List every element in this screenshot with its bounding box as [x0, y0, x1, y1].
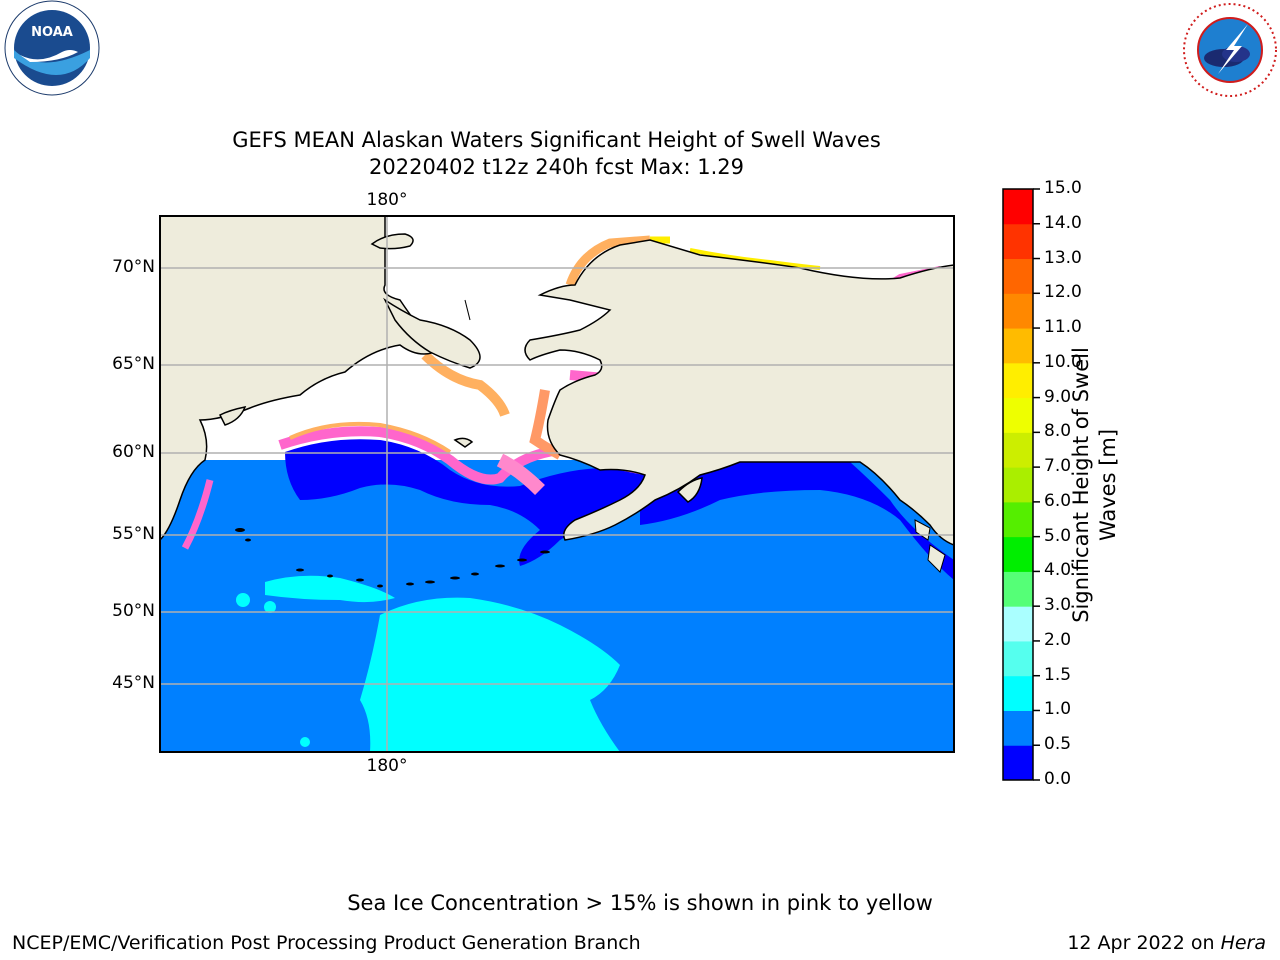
colorbar-tick-label: 15.0 [1044, 178, 1082, 198]
low-swell-gulf [640, 462, 954, 580]
colorbar-tick-label: 5.0 [1044, 525, 1072, 546]
colorbar-tick-label: 14.0 [1044, 212, 1082, 233]
noaa-logo: NOAA [0, 0, 110, 100]
colorbar-tick-label: 0.0 [1044, 769, 1072, 789]
colorbar-tick-label: 3.0 [1044, 595, 1072, 616]
footer-org: NCEP/EMC/Verification Post Processing Pr… [12, 932, 641, 954]
colorbar-frame [1002, 188, 1034, 781]
colorbar-block [1003, 675, 1033, 711]
cyan-swell-region [360, 597, 620, 752]
colorbar-tick-label: 1.0 [1044, 699, 1072, 720]
colorbar-tick-label: 9.0 [1044, 386, 1072, 407]
ice-edge-orange [529, 389, 563, 460]
aleutian-islands [235, 528, 550, 588]
colorbar-block [1003, 432, 1033, 468]
cyan-patch [236, 593, 250, 607]
lat-label-50: 50°N [112, 601, 155, 621]
colorbar-block [1003, 710, 1033, 746]
colorbar-tick-label: 10.0 [1044, 351, 1082, 372]
colorbar-block [1003, 397, 1033, 433]
colorbar-tick-label: 6.0 [1044, 490, 1072, 511]
colorbar-block [1003, 745, 1033, 781]
land-alaska [524, 239, 954, 546]
lat-label-65: 65°N [112, 354, 155, 374]
chart-title-line2: 20220402 t12z 240h fcst Max: 1.29 [369, 155, 744, 179]
colorbar-block [1003, 189, 1033, 225]
colorbar-block [1003, 536, 1033, 572]
noaa-logo-text: NOAA [31, 25, 73, 40]
colorbar-block [1003, 640, 1033, 677]
land-st-lawrence [453, 437, 474, 448]
cyan-swell-west [265, 575, 395, 603]
colorbar-tick-label: 11.0 [1044, 317, 1082, 338]
lat-label-70: 70°N [112, 257, 155, 277]
colorbar-block [1003, 501, 1033, 538]
colorbar-block [1003, 328, 1033, 364]
colorbar-title-line1: Significant Height of Swell [1069, 347, 1093, 623]
colorbar-block [1003, 362, 1033, 399]
ice-edge-pink [181, 479, 214, 550]
chart-title-line1: GEFS MEAN Alaskan Waters Significant Hei… [232, 128, 881, 152]
lat-label-45: 45°N [112, 673, 155, 693]
lat-label-55: 55°N [112, 524, 155, 544]
ice-edge-orange [565, 235, 651, 287]
sea-ice-note: Sea Ice Concentration > 15% is shown in … [347, 891, 933, 915]
ice-edge-orange [421, 351, 510, 417]
lon-label-bottom: 180° [366, 756, 408, 776]
colorbar-block [1003, 571, 1033, 607]
colorbar-tick-label: 1.5 [1044, 664, 1072, 685]
ice-edge-pink [496, 453, 545, 495]
lat-label-60: 60°N [112, 442, 155, 462]
colorbar-tick-label: 0.5 [1044, 734, 1072, 755]
map-gridlines [160, 216, 954, 752]
cyan-patch [300, 737, 310, 747]
colorbar-tick-label: 12.0 [1044, 282, 1082, 303]
colorbar-block [1003, 258, 1033, 294]
footer-date-text: 12 Apr 2022 on [1067, 932, 1215, 954]
colorbar-tick-label: 4.0 [1044, 560, 1072, 581]
colorbar-block [1003, 223, 1033, 260]
lon-label-top: 180° [366, 190, 408, 210]
footer-machine: Hera [1220, 932, 1266, 954]
colorbar-tick-label: 2.0 [1044, 629, 1072, 650]
land-kodiak [676, 477, 703, 503]
cyan-patch [264, 601, 276, 613]
footer-date: 12 Apr 2022 on Hera [1067, 932, 1266, 954]
colorbar-block [1003, 606, 1033, 642]
land-chukotka-east [383, 297, 481, 369]
colorbar-block [1003, 467, 1033, 503]
colorbar-tick-label: 8.0 [1044, 421, 1072, 442]
colorbar-tick-label: 13.0 [1044, 247, 1082, 268]
map-frame [159, 215, 955, 753]
nws-logo [1178, 0, 1278, 100]
colorbar-title-line2: Waves [m] [1096, 428, 1120, 542]
ice-edge-yellow [689, 248, 821, 270]
land-kamchatka-tip [218, 405, 247, 426]
colorbar-tick-label: 7.0 [1044, 456, 1072, 477]
ice-edge-orange [289, 421, 452, 454]
colorbar-block [1003, 293, 1033, 329]
